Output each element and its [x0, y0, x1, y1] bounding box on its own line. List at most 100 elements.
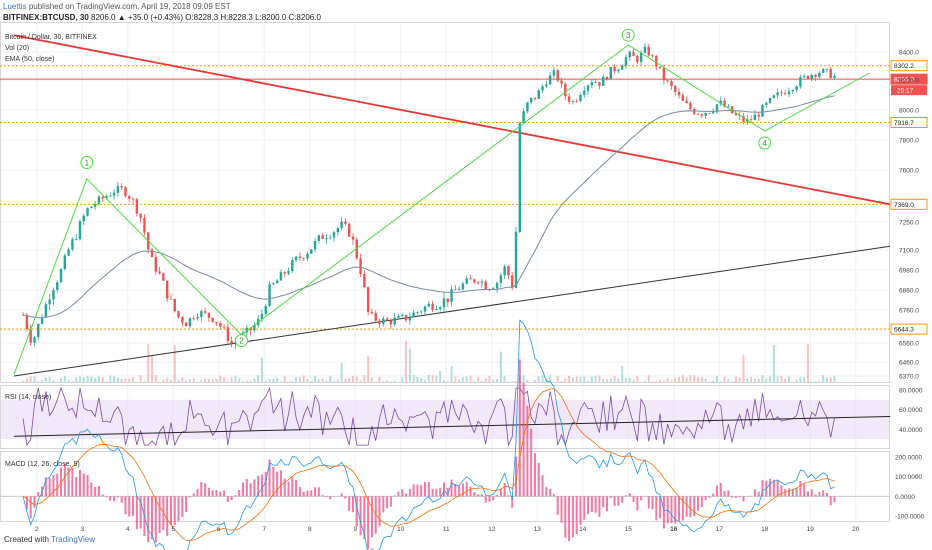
macd-hist-bar	[431, 488, 434, 497]
volume-bar	[556, 375, 559, 382]
volume-bar	[700, 377, 703, 382]
macd-hist-bar	[219, 491, 222, 497]
volume-bar	[515, 381, 518, 382]
candle-body	[344, 221, 347, 224]
macd-hist-bar	[291, 476, 294, 497]
candle-body	[181, 317, 184, 323]
candle-body	[586, 85, 590, 91]
macd-hist-bar	[135, 496, 138, 530]
volume-bar	[257, 375, 260, 382]
candle-body	[336, 228, 340, 233]
volume-bar	[678, 377, 681, 382]
volume-bar	[162, 379, 165, 382]
volume-bar	[139, 375, 142, 382]
macd-hist-bar	[734, 496, 737, 498]
volume-bar	[344, 378, 347, 382]
macd-hist-bar	[738, 496, 741, 498]
candle-body	[438, 307, 442, 310]
volume-bar	[723, 376, 726, 382]
volume-bar	[541, 375, 544, 382]
candle-body	[188, 318, 192, 327]
chart-title: Bitcoin / Dollar, 30, BITFINEX	[5, 34, 97, 41]
volume-bar	[52, 380, 55, 382]
volume-bar	[124, 378, 127, 382]
candle-body	[59, 269, 63, 283]
macd-hist-bar	[408, 489, 411, 497]
macd-hist-bar	[132, 496, 135, 516]
candle-body	[651, 55, 654, 57]
macd-hist-bar	[287, 481, 290, 497]
macd-hist-bar	[268, 459, 271, 497]
macd-hist-bar	[697, 496, 700, 511]
volume-bar	[97, 376, 100, 382]
symbol-info: BITFINEX:BTCUSD, 30 8206.0 ▲ +35.0 (+0.4…	[3, 13, 321, 22]
candle-body	[150, 249, 154, 258]
macd-hist-bar	[700, 496, 703, 508]
volume-bar	[41, 380, 44, 382]
x-tick-label: 17	[716, 526, 724, 533]
macd-hist-bar	[488, 496, 491, 502]
volume-bar	[693, 375, 696, 382]
volume-bar	[279, 381, 282, 382]
macd-hist-bar	[609, 496, 612, 499]
volume-bar	[659, 379, 662, 382]
horizontal-levels[interactable]: 8302.2 8206.0 7916.7 7369.0 6644.3 25:17	[0, 60, 928, 335]
candle-body	[787, 91, 791, 95]
candle-body	[397, 315, 400, 318]
candle-body	[321, 235, 324, 239]
volume-bar	[549, 375, 552, 382]
candle-body	[833, 76, 836, 79]
candle-body	[234, 342, 237, 344]
elliott-waves[interactable]: 1 2 3 4	[13, 28, 870, 375]
volume-bar	[211, 380, 214, 382]
candle-body	[655, 56, 658, 67]
volume-bar	[503, 375, 506, 382]
volume-bar	[427, 375, 430, 382]
candle-body	[78, 221, 82, 240]
volume-bar	[219, 375, 222, 382]
volume-bar	[192, 377, 195, 382]
macd-hist-bar	[552, 494, 555, 497]
tradingview-link[interactable]: TradingView	[51, 535, 96, 544]
volume-bar	[454, 376, 457, 382]
macd-hist-bar	[48, 478, 51, 497]
candle-body	[503, 266, 506, 276]
macd-hist-bar	[708, 496, 711, 498]
indicator-ema: EMA (50, close)	[5, 56, 54, 63]
volume-bar	[37, 381, 40, 382]
candle-body	[203, 311, 207, 313]
candle-body	[734, 113, 738, 116]
macd-hist-bar	[321, 495, 324, 497]
candle-body	[431, 303, 434, 310]
candle-body	[97, 196, 101, 205]
macd-hist-bar	[803, 484, 806, 497]
level-tag: 8302.2	[894, 63, 914, 70]
author-link[interactable]: Luettis	[3, 2, 27, 11]
candle-body	[715, 104, 719, 112]
candle-body	[112, 192, 116, 196]
candle-body	[184, 322, 188, 327]
candle-body	[101, 196, 104, 199]
candle-body	[272, 283, 275, 285]
volume-bar	[412, 375, 415, 382]
candle-body	[29, 329, 32, 343]
macd-hist-bar	[769, 478, 772, 497]
macd-hist-bar	[86, 474, 89, 497]
macd-hist-bar	[757, 491, 760, 497]
macd-hist-bar	[727, 490, 730, 497]
candle-body	[116, 186, 120, 193]
macd-hist-bar	[806, 491, 809, 497]
macd-hist-bar	[442, 482, 445, 497]
candle-body	[71, 239, 74, 250]
candle-body	[446, 298, 449, 302]
volume-bar	[651, 381, 654, 382]
volume-bar	[499, 351, 502, 382]
candle-body	[802, 75, 806, 78]
candle-body	[514, 231, 518, 288]
candle-body	[552, 70, 556, 76]
volume-bar	[351, 376, 354, 382]
macd-hist-bar	[784, 489, 787, 497]
trend-lines[interactable]	[13, 34, 891, 377]
macd-hist-bar	[613, 496, 616, 506]
